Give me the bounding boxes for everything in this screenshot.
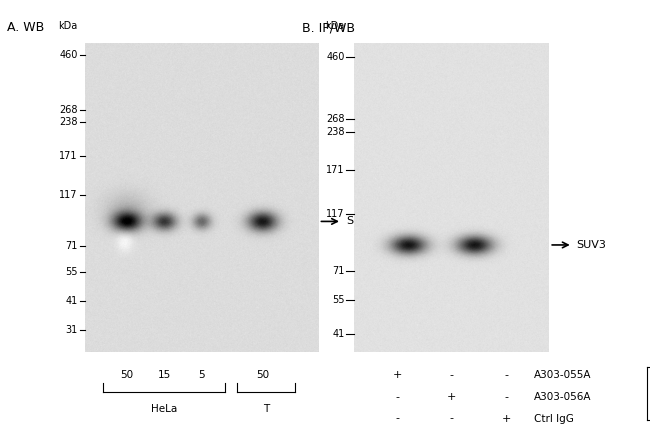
Text: A303-055A: A303-055A: [534, 370, 591, 381]
Text: 238: 238: [326, 127, 344, 137]
Text: 238: 238: [59, 118, 77, 127]
Text: SUV3: SUV3: [346, 216, 376, 227]
Text: 71: 71: [65, 241, 77, 251]
Text: 71: 71: [332, 266, 345, 276]
Text: 31: 31: [65, 325, 77, 335]
Text: 41: 41: [65, 296, 77, 306]
Text: kDa: kDa: [325, 21, 344, 30]
Text: 268: 268: [326, 114, 344, 124]
Text: 41: 41: [332, 329, 345, 338]
Text: 55: 55: [332, 295, 345, 305]
Text: A303-056A: A303-056A: [534, 392, 591, 402]
Text: -: -: [450, 370, 454, 381]
Text: -: -: [395, 392, 399, 402]
Text: SUV3: SUV3: [577, 240, 606, 250]
Text: B. IP/WB: B. IP/WB: [302, 21, 356, 34]
Text: +: +: [447, 392, 456, 402]
Text: 50: 50: [256, 370, 269, 381]
Text: T: T: [263, 404, 269, 414]
Text: -: -: [504, 370, 508, 381]
Text: 171: 171: [59, 151, 77, 161]
Text: 117: 117: [326, 208, 344, 219]
Text: 460: 460: [59, 50, 77, 60]
Text: -: -: [450, 414, 454, 423]
Text: 15: 15: [157, 370, 171, 381]
Text: -: -: [504, 392, 508, 402]
Text: 460: 460: [326, 52, 344, 62]
Text: +: +: [393, 370, 402, 381]
Text: 55: 55: [65, 266, 77, 277]
Text: 171: 171: [326, 165, 344, 175]
Text: A. WB: A. WB: [6, 21, 44, 34]
Text: 50: 50: [120, 370, 133, 381]
Text: kDa: kDa: [58, 21, 77, 30]
Text: 117: 117: [59, 190, 77, 200]
Text: -: -: [395, 414, 399, 423]
Text: 268: 268: [59, 106, 77, 115]
Text: 5: 5: [198, 370, 205, 381]
Text: HeLa: HeLa: [151, 404, 177, 414]
Text: Ctrl IgG: Ctrl IgG: [534, 414, 573, 423]
Text: +: +: [502, 414, 511, 423]
